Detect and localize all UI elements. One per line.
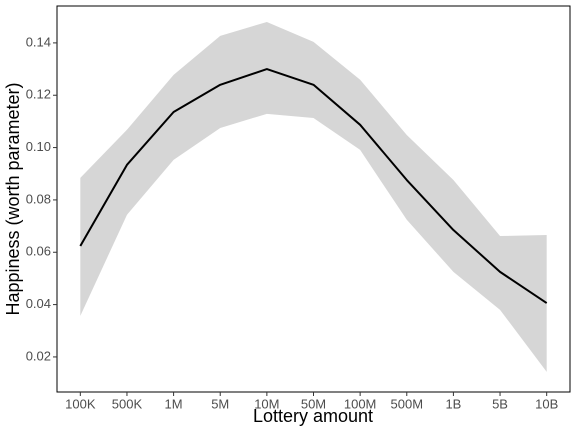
- x-tick-label: 100M: [344, 396, 377, 411]
- y-tick-label: 0.10: [26, 139, 51, 154]
- y-axis-title: Happiness (worth parameter): [3, 82, 23, 315]
- line: [79, 68, 548, 304]
- x-tick-label: 5B: [492, 396, 508, 411]
- x-tick-label: 500M: [391, 396, 424, 411]
- x-tick-label: 10M: [254, 396, 279, 411]
- x-tick-label: 500K: [112, 396, 143, 411]
- y-tick-label: 0.08: [26, 191, 51, 206]
- confidence-band: [80, 21, 547, 372]
- x-tick-label: 1B: [445, 396, 461, 411]
- y-tick-label: 0.02: [26, 348, 51, 363]
- x-axis-title: Lottery amount: [253, 406, 373, 426]
- x-tick-label: 50M: [301, 396, 326, 411]
- x-tick-label: 5M: [211, 396, 229, 411]
- x-tick-label: 1M: [165, 396, 183, 411]
- x-tick-label: 10B: [535, 396, 558, 411]
- x-tick-label: 100K: [65, 396, 96, 411]
- y-tick-label: 0.12: [26, 87, 51, 102]
- y-tick-label: 0.04: [26, 296, 51, 311]
- y-tick-label: 0.14: [26, 34, 51, 49]
- y-tick-label: 0.06: [26, 244, 51, 259]
